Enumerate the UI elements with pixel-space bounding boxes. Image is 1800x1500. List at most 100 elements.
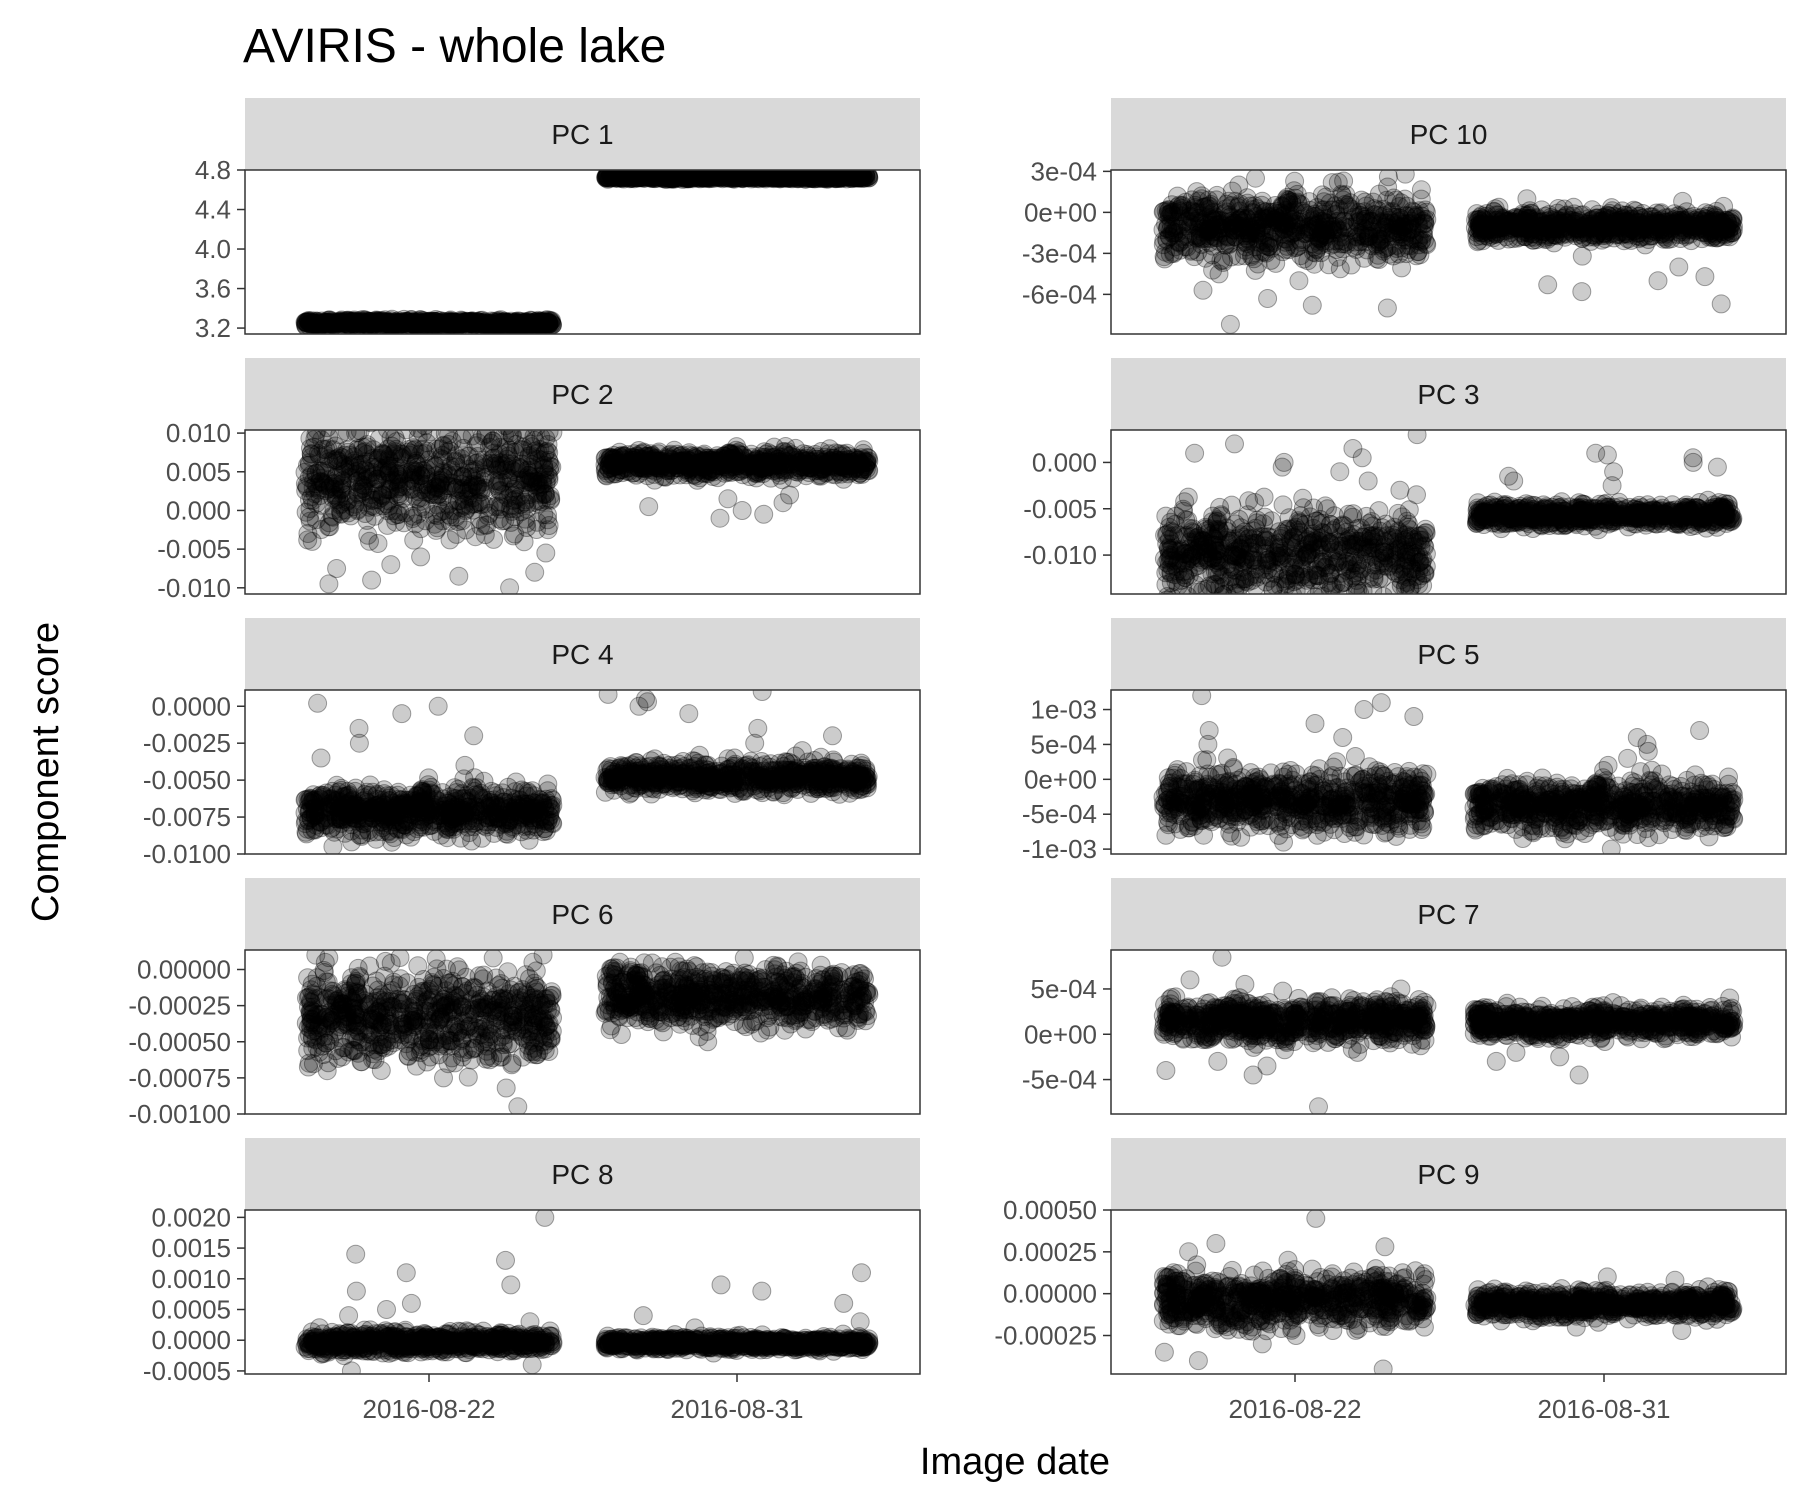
data-point <box>682 170 702 188</box>
data-point <box>1400 236 1420 256</box>
data-point <box>1176 192 1196 212</box>
data-point <box>724 170 744 185</box>
data-point <box>528 310 548 330</box>
data-point <box>1196 209 1216 229</box>
data-point <box>1524 224 1544 244</box>
data-point <box>1237 209 1257 229</box>
data-point <box>1161 548 1181 568</box>
data-point <box>1248 551 1268 571</box>
data-point <box>1683 212 1703 232</box>
data-point <box>827 170 847 186</box>
data-point <box>1396 576 1416 594</box>
data-point <box>1287 192 1307 212</box>
data-point <box>1229 210 1249 230</box>
data-point <box>364 316 384 334</box>
data-point <box>1620 206 1640 226</box>
data-point <box>1554 199 1574 219</box>
data-point <box>1478 219 1498 239</box>
data-point <box>859 170 878 186</box>
data-point <box>378 314 398 334</box>
data-point <box>1326 574 1346 594</box>
data-point <box>1182 190 1202 210</box>
data-point <box>1391 238 1411 258</box>
data-point <box>329 313 349 332</box>
data-point <box>1566 218 1586 238</box>
data-point <box>769 452 789 472</box>
y-tick-label: 3e-04 <box>1031 156 1098 186</box>
data-point <box>733 170 753 189</box>
data-point <box>1163 205 1183 225</box>
data-point <box>1494 215 1514 235</box>
data-point <box>1681 216 1701 235</box>
data-point <box>1335 554 1355 574</box>
data-point <box>1229 196 1249 216</box>
data-point <box>1344 207 1364 227</box>
data-point <box>1632 208 1652 228</box>
data-point <box>1190 228 1210 248</box>
data-point <box>1396 244 1416 264</box>
data-point <box>725 170 745 187</box>
data-point <box>1164 224 1184 244</box>
data-point <box>475 314 495 334</box>
data-point <box>843 170 863 187</box>
data-point <box>648 170 668 186</box>
data-point <box>723 170 743 186</box>
data-point <box>1356 209 1376 229</box>
data-point <box>700 170 719 186</box>
data-point <box>777 170 797 186</box>
data-point <box>1362 211 1382 231</box>
data-point <box>1199 215 1219 235</box>
data-point <box>616 170 636 188</box>
data-point <box>770 170 790 189</box>
data-point <box>1178 216 1198 236</box>
data-point <box>1254 223 1274 243</box>
data-point <box>600 170 620 188</box>
data-point <box>795 170 815 186</box>
data-point <box>1723 221 1743 240</box>
data-point <box>677 448 697 468</box>
data-point <box>1273 206 1293 226</box>
data-point <box>848 170 868 188</box>
data-point <box>811 170 831 185</box>
data-point <box>506 312 526 332</box>
data-point <box>522 314 541 334</box>
data-point <box>1286 222 1306 242</box>
data-point <box>1310 235 1330 255</box>
data-point <box>806 170 826 187</box>
data-point <box>498 312 518 332</box>
data-point <box>769 170 789 186</box>
data-point <box>369 312 389 332</box>
data-point <box>1190 223 1210 243</box>
data-point <box>1282 202 1302 222</box>
data-point <box>1229 216 1249 236</box>
data-point <box>427 316 446 334</box>
data-point <box>419 312 439 332</box>
outlier-point <box>302 531 322 551</box>
data-point <box>1347 222 1367 242</box>
data-point <box>768 170 788 188</box>
data-point <box>1417 235 1437 255</box>
data-point <box>1287 184 1307 204</box>
data-point <box>785 170 805 186</box>
data-point <box>344 311 363 331</box>
data-point <box>505 499 525 519</box>
data-point <box>526 312 546 331</box>
data-point <box>489 312 509 332</box>
data-point <box>522 314 542 333</box>
data-point <box>1342 200 1362 220</box>
data-point <box>1389 216 1408 236</box>
data-point <box>1279 192 1299 212</box>
data-point <box>407 313 427 333</box>
data-point <box>833 170 853 186</box>
data-point <box>689 170 709 187</box>
data-point <box>779 170 799 186</box>
data-point <box>349 312 369 332</box>
data-point <box>1235 226 1255 246</box>
data-point <box>534 313 554 333</box>
data-point <box>699 170 719 188</box>
data-point <box>787 170 807 187</box>
data-point <box>1281 213 1301 233</box>
data-point <box>616 170 636 187</box>
data-point <box>383 316 403 334</box>
data-point <box>1645 222 1665 242</box>
